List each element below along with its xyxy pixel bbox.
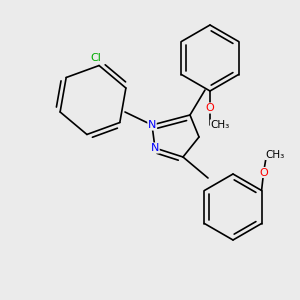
Text: CH₃: CH₃ [265,149,284,160]
Text: N: N [148,120,156,130]
Text: O: O [206,103,214,113]
Text: CH₃: CH₃ [210,120,230,130]
Text: N: N [151,143,159,153]
Text: O: O [259,167,268,178]
Text: Cl: Cl [91,52,101,62]
